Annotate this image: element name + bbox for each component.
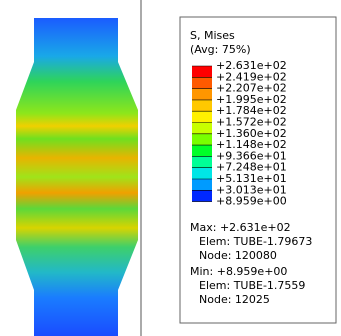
color-band bbox=[192, 66, 212, 77]
legend-title: S, Mises bbox=[190, 29, 235, 42]
color-band bbox=[192, 190, 212, 201]
screenshot: S, Mises (Avg: 75%) +2.631e+02+2.419e+02… bbox=[0, 0, 341, 336]
color-bar: +2.631e+02+2.419e+02+2.207e+02+1.995e+02… bbox=[192, 59, 287, 208]
color-band bbox=[192, 145, 212, 156]
max-elem: Elem: TUBE-1.79673 bbox=[199, 235, 312, 248]
color-band bbox=[192, 89, 212, 100]
color-band bbox=[192, 156, 212, 167]
tube bbox=[16, 18, 138, 336]
max-value: Max: +2.631e+02 bbox=[190, 221, 291, 234]
color-band bbox=[192, 134, 212, 145]
max-node: Node: 120080 bbox=[199, 249, 277, 262]
legend-subtitle: (Avg: 75%) bbox=[190, 43, 251, 56]
color-band bbox=[192, 168, 212, 179]
color-band bbox=[192, 179, 212, 190]
min-node: Node: 12025 bbox=[199, 293, 270, 306]
min-elem: Elem: TUBE-1.7559 bbox=[199, 279, 305, 292]
color-band bbox=[192, 100, 212, 111]
color-band bbox=[192, 123, 212, 134]
min-value: Min: +8.959e+00 bbox=[190, 265, 287, 278]
legend-label: +8.959e+00 bbox=[216, 195, 287, 208]
color-band bbox=[192, 77, 212, 88]
color-band bbox=[192, 111, 212, 122]
